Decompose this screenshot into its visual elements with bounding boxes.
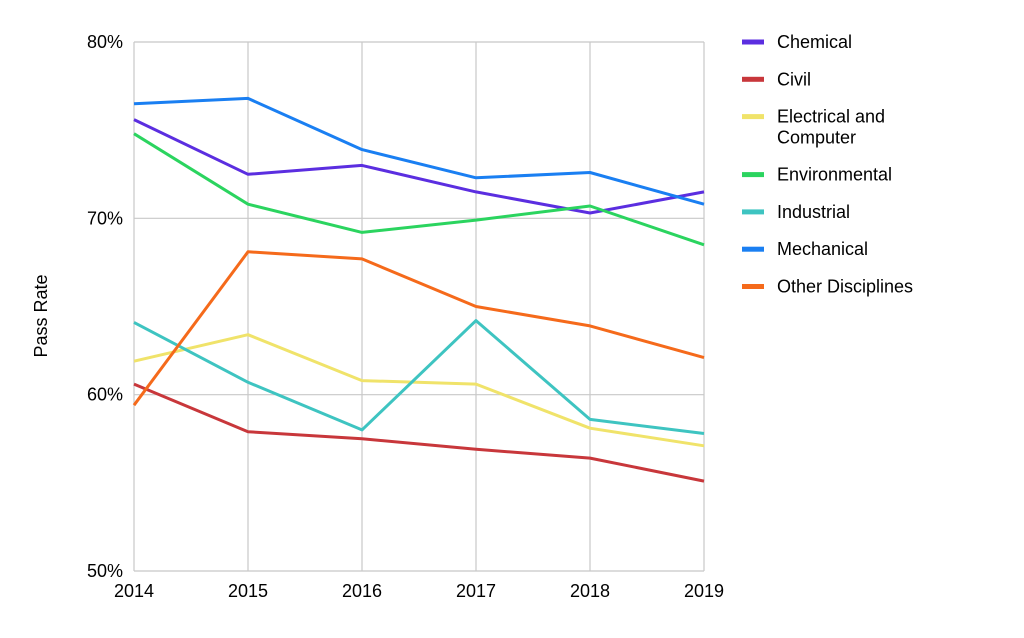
legend-swatch <box>742 209 764 215</box>
x-tick-label: 2014 <box>114 581 154 601</box>
legend-item: Industrial <box>742 202 850 222</box>
legend-item: Mechanical <box>742 239 868 259</box>
legend-item: Environmental <box>742 165 892 185</box>
series-line-chemical <box>133 118 705 215</box>
series-line-electrical-and-computer <box>133 333 705 448</box>
legend-swatch <box>742 39 764 45</box>
legend-item: Civil <box>742 69 811 89</box>
series-line-civil <box>133 382 705 483</box>
y-axis-label: Pass Rate <box>31 274 51 357</box>
legend: Chemical Civil Electrical and Computer Envir… <box>742 32 913 297</box>
legend-label: Chemical <box>777 32 852 52</box>
legend-label: Civil <box>777 69 811 89</box>
legend-label: Industrial <box>777 202 850 222</box>
y-tick-label: 70% <box>87 208 123 228</box>
legend-label: Mechanical <box>777 239 868 259</box>
series-line-other-disciplines <box>132 250 705 407</box>
series-line-industrial <box>133 319 705 435</box>
legend-swatch <box>742 76 764 82</box>
legend-swatch <box>742 246 764 252</box>
legend-label: Environmental <box>777 165 892 185</box>
legend-item: Other Disciplines <box>742 277 913 297</box>
legend-swatch <box>742 284 764 289</box>
x-tick-label: 2019 <box>684 581 724 601</box>
x-tick-label: 2018 <box>570 581 610 601</box>
x-tick-label: 2016 <box>342 581 382 601</box>
legend-swatch <box>742 172 764 178</box>
legend-label: Electrical and Computer <box>777 107 885 148</box>
y-tick-label: 80% <box>87 32 123 52</box>
axes: 50% 60% 70% 80% 2014 2015 2016 2017 2018 2019 <box>87 32 724 601</box>
x-tick-label: 2017 <box>456 581 496 601</box>
series-line-mechanical <box>133 96 705 206</box>
legend-item: Electrical and Computer <box>742 107 885 148</box>
series-lines <box>132 96 705 483</box>
legend-label: Other Disciplines <box>777 277 913 297</box>
legend-swatch <box>742 114 764 120</box>
grid <box>133 41 705 572</box>
legend-item: Chemical <box>742 32 852 52</box>
x-tick-label: 2015 <box>228 581 268 601</box>
series-line-environmental <box>133 132 705 247</box>
y-tick-label: 50% <box>87 561 123 581</box>
y-tick-label: 60% <box>87 385 123 405</box>
